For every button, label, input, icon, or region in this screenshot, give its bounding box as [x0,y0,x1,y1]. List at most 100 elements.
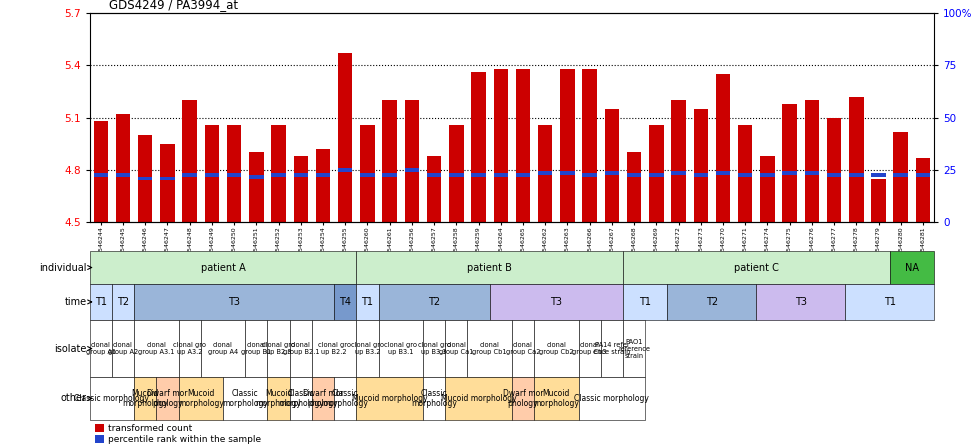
Bar [872,178,885,222]
Bar [116,173,131,177]
Bar [538,171,553,175]
Bar [916,158,930,222]
Text: clonal
group Cb1: clonal group Cb1 [473,342,507,355]
Bar [649,173,664,177]
Bar [538,125,553,222]
Bar [760,173,774,177]
Bar [338,168,352,172]
Bar [782,171,797,175]
Bar [293,156,308,222]
Text: NA: NA [905,262,918,273]
Bar [561,171,574,175]
Text: Dwarf mor
phology: Dwarf mor phology [303,389,343,408]
Bar [493,69,508,222]
Bar [738,173,753,177]
Bar [316,149,331,222]
Text: clonal
group A1: clonal group A1 [86,342,116,355]
Text: clonal
group A4: clonal group A4 [208,342,238,355]
Bar [827,118,841,222]
Bar [405,168,419,172]
Text: Classic
morphology: Classic morphology [323,389,369,408]
Text: patient B: patient B [467,262,512,273]
Text: clonal gro
up B3.3: clonal gro up B3.3 [417,342,450,355]
Text: Mucoid
morphology: Mucoid morphology [533,389,579,408]
Text: Mucoid
morphology: Mucoid morphology [177,389,223,408]
Text: PAO1
reference
strain: PAO1 reference strain [618,338,650,359]
Bar [872,173,885,177]
Bar [849,173,864,177]
Text: GDS4249 / PA3994_at: GDS4249 / PA3994_at [109,0,238,11]
Bar [182,100,197,222]
Bar [782,104,797,222]
Text: Classic
morphology: Classic morphology [278,389,324,408]
Bar [182,173,197,177]
Bar [738,125,753,222]
Bar [649,125,664,222]
Bar [271,125,286,222]
Text: Dwarf mor
phology: Dwarf mor phology [503,389,543,408]
Bar [893,173,908,177]
Text: Mucoid
morphology: Mucoid morphology [255,389,301,408]
Bar [427,173,442,177]
Bar [250,152,263,222]
Text: clonal
group Ca1: clonal group Ca1 [439,342,474,355]
Text: Mucoid
morphology: Mucoid morphology [122,389,168,408]
Text: transformed count: transformed count [108,424,192,432]
Bar [627,152,642,222]
Text: T1: T1 [883,297,896,307]
Bar [693,109,708,222]
Text: T3: T3 [550,297,563,307]
Bar [271,173,286,177]
Text: T2: T2 [706,297,718,307]
Text: Classic morphology: Classic morphology [74,394,149,403]
Text: individual: individual [39,262,87,273]
Text: clonal gro
up A3.2: clonal gro up A3.2 [174,342,206,355]
Bar [94,121,108,222]
Bar [516,173,530,177]
Bar [160,144,175,222]
Bar [427,156,442,222]
Text: clonal gro
up B3.1: clonal gro up B3.1 [384,342,417,355]
Bar [471,173,486,177]
Bar [138,177,152,180]
Bar [382,100,397,222]
Text: Classic
morphology: Classic morphology [411,389,457,408]
Bar [916,173,930,177]
Text: clonal
group B1: clonal group B1 [241,342,271,355]
Bar [471,72,486,222]
Text: Classic
morphology: Classic morphology [222,389,268,408]
Text: T2: T2 [117,297,129,307]
Bar [316,173,331,177]
Text: T1: T1 [640,297,651,307]
Bar [382,173,397,177]
Text: clonal gro
up B2.2: clonal gro up B2.2 [318,342,351,355]
Text: Mucoid morphology: Mucoid morphology [352,394,427,403]
Bar [94,173,108,177]
Bar [405,100,419,222]
Bar [672,171,685,175]
Text: clonal gro
up B3.2: clonal gro up B3.2 [351,342,384,355]
Bar [827,173,841,177]
Bar [360,125,374,222]
Bar [227,173,242,177]
Bar [893,131,908,222]
Bar [116,114,131,222]
Bar [293,173,308,177]
Bar [205,125,219,222]
Bar [338,53,352,222]
Text: Classic morphology: Classic morphology [574,394,649,403]
Text: patient C: patient C [734,262,779,273]
Bar [582,173,597,177]
Text: clonal
group Ca2: clonal group Ca2 [506,342,540,355]
Bar [716,74,730,222]
Bar [604,109,619,222]
Text: PA14 refer
ence strain: PA14 refer ence strain [593,342,631,355]
Bar [716,171,730,175]
Text: clonal
group B2.1: clonal group B2.1 [283,342,319,355]
Text: T3: T3 [795,297,806,307]
Text: T1: T1 [362,297,373,307]
Bar [250,175,263,178]
Text: T1: T1 [95,297,107,307]
Bar [205,173,219,177]
Bar [849,97,864,222]
